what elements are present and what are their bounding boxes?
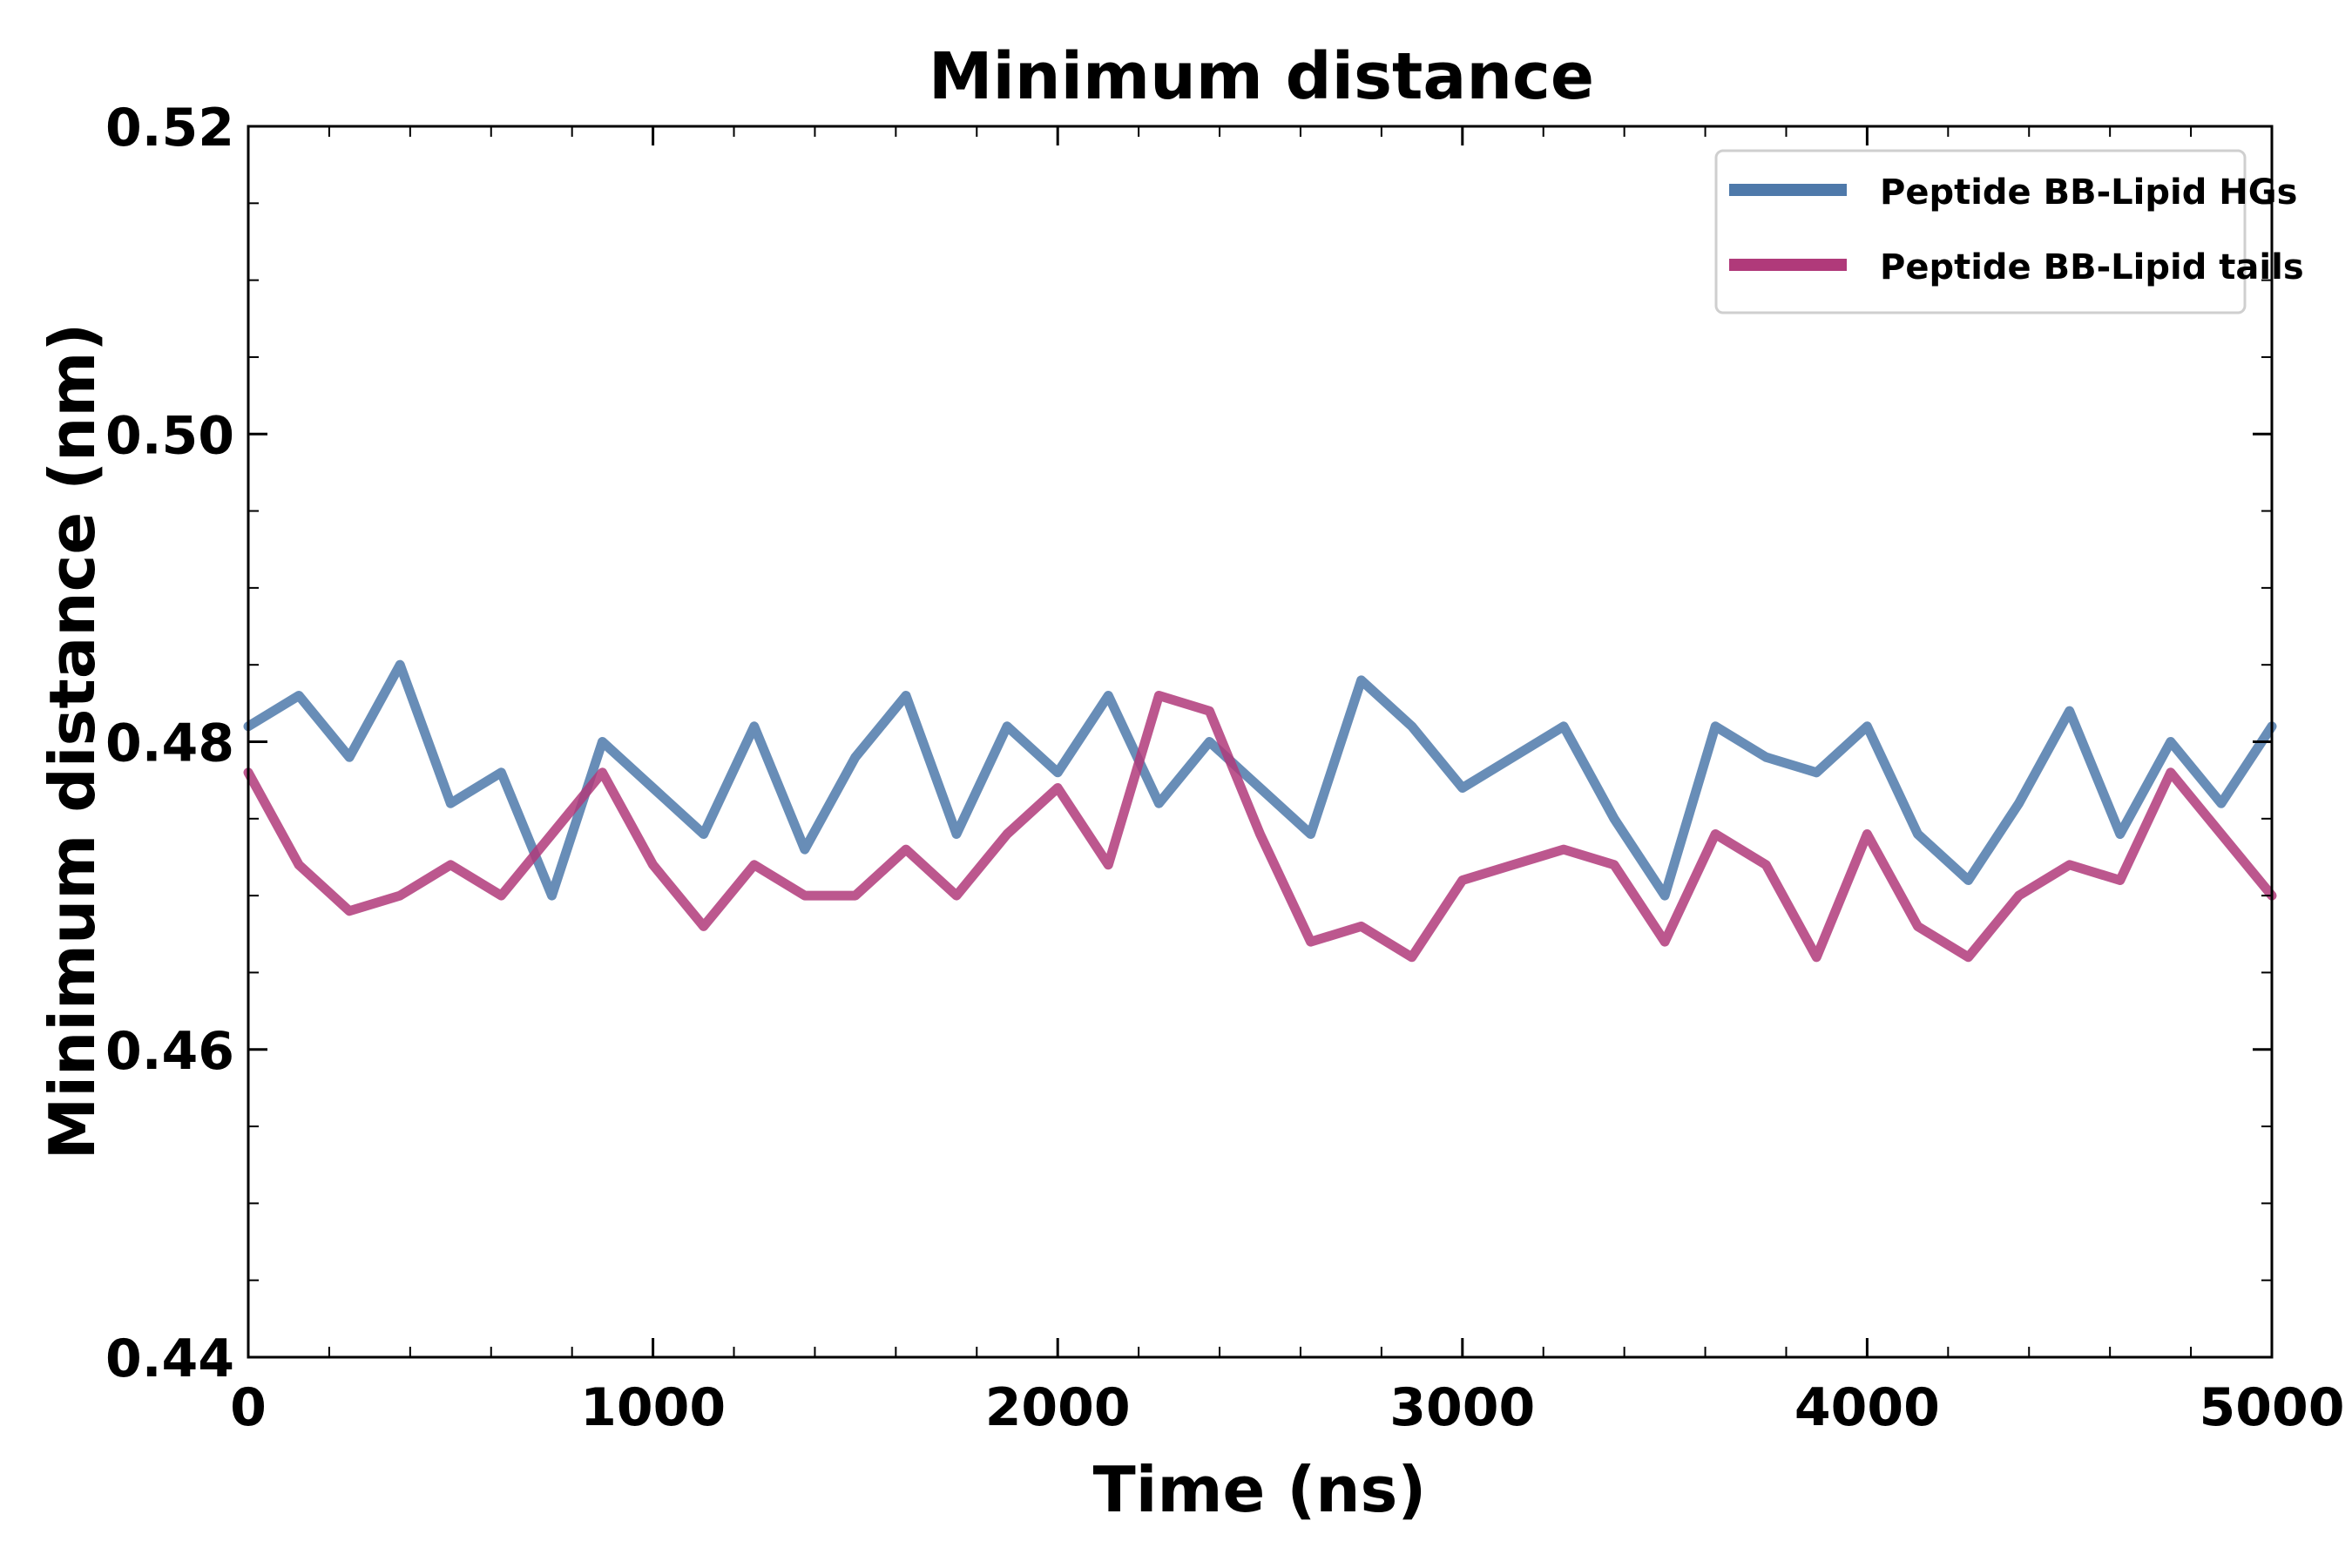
y-axis-label: Minimum distance (nm) [36,323,109,1160]
legend-box [1714,149,2247,314]
x-axis-label: Time (ns) [1093,1453,1427,1526]
legend: Peptide BB-Lipid HGs Peptide BB-Lipid ta… [1714,149,2304,314]
x-tick-label: 5000 [2200,1377,2345,1438]
y-tick-label: 0.50 [105,405,234,466]
x-tick-label: 1000 [580,1377,726,1438]
chart-title: Minimum distance [929,39,1594,114]
y-tick-label: 0.48 [105,713,234,774]
series-layer [243,659,2277,963]
x-tick-label: 2000 [985,1377,1131,1438]
tick-layer: 0 1000 2000 3000 4000 5000 0.44 0.46 0.48 0.50 0.5… [105,98,2345,1438]
series-line-1 [243,691,2277,963]
plot-frame [247,125,2274,1359]
y-tick-label: 0.52 [105,98,234,159]
x-tick-label: 0 [230,1377,267,1438]
x-tick-label: 4000 [1794,1377,1940,1438]
y-tick-label: 0.46 [105,1021,234,1082]
x-tick-label: 3000 [1389,1377,1535,1438]
y-tick-label: 0.44 [105,1328,234,1389]
legend-label-tails: Peptide BB-Lipid tails [1880,247,2304,287]
legend-label-hgs: Peptide BB-Lipid HGs [1880,172,2297,213]
